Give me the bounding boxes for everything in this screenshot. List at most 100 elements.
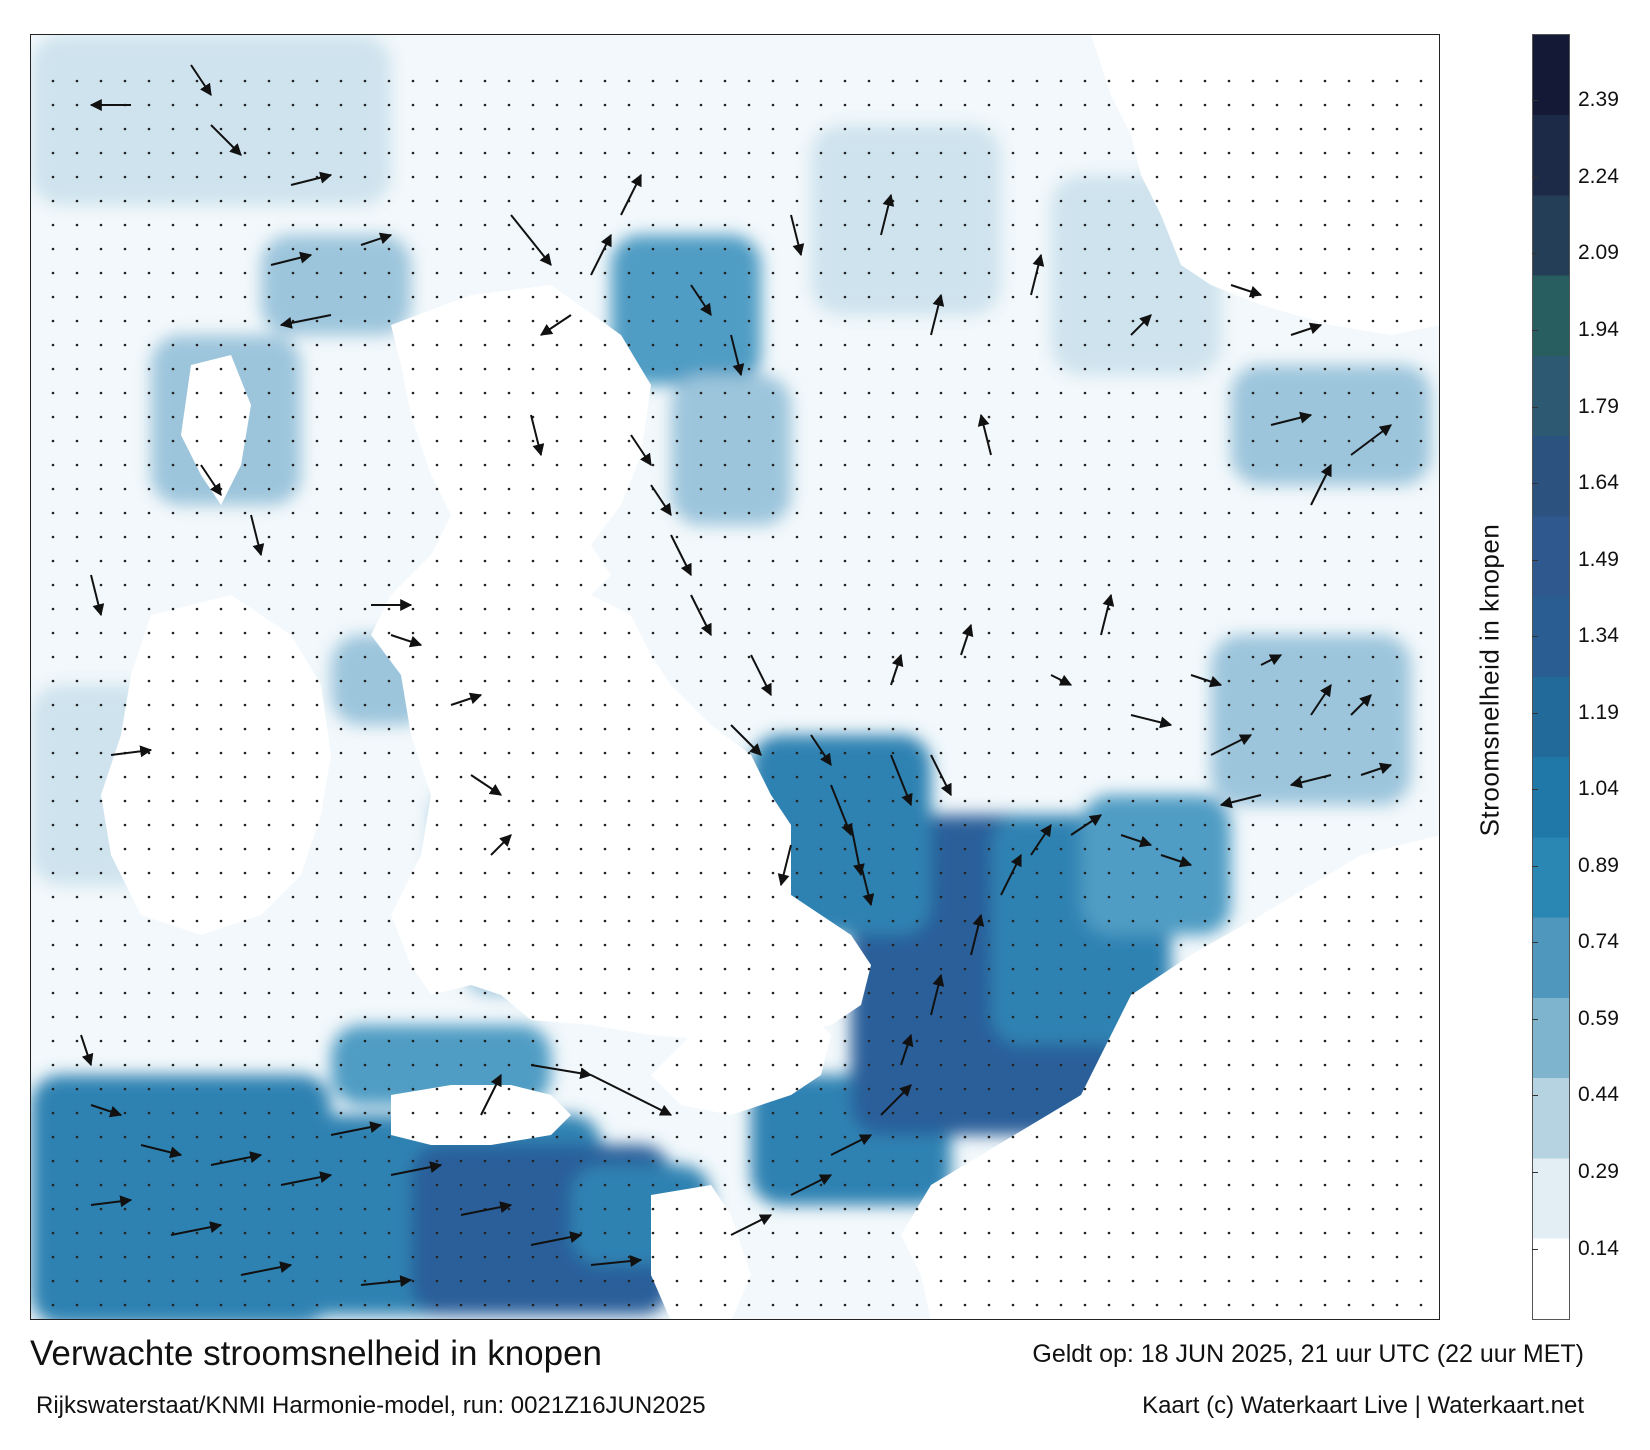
grid-dot [507, 1231, 511, 1235]
grid-dot [531, 1135, 535, 1139]
current-arrow [1219, 794, 1262, 809]
grid-dot [1251, 439, 1255, 443]
grid-dot [1251, 559, 1255, 563]
grid-dot [579, 1015, 583, 1019]
grid-dot [1395, 463, 1399, 467]
grid-dot [675, 655, 679, 659]
grid-dot [387, 1183, 391, 1187]
grid-dot [507, 439, 511, 443]
grid-dot [987, 487, 991, 491]
grid-dot [1227, 1063, 1231, 1067]
grid-dot [363, 679, 367, 683]
grid-dot [507, 1063, 511, 1067]
grid-dot [1323, 655, 1327, 659]
grid-dot [411, 511, 415, 515]
grid-dot [531, 295, 535, 299]
grid-dot [1011, 943, 1015, 947]
grid-dot [75, 703, 79, 707]
grid-dot [795, 1279, 799, 1283]
grid-dot [771, 607, 775, 611]
grid-dot [627, 79, 631, 83]
grid-dot [579, 487, 583, 491]
grid-dot [387, 1111, 391, 1115]
grid-dot [579, 1063, 583, 1067]
grid-dot [315, 79, 319, 83]
grid-dot [579, 415, 583, 419]
grid-dot [795, 583, 799, 587]
grid-dot [483, 391, 487, 395]
grid-dot [507, 79, 511, 83]
grid-dot [1323, 1231, 1327, 1235]
grid-dot [819, 1087, 823, 1091]
grid-dot [267, 1111, 271, 1115]
grid-dot [675, 151, 679, 155]
grid-dot [915, 679, 919, 683]
grid-dot [651, 943, 655, 947]
grid-dot [1323, 559, 1327, 563]
grid-dot [267, 1015, 271, 1019]
grid-dot [555, 511, 559, 515]
current-speed-map[interactable] [30, 34, 1440, 1320]
grid-dot [747, 1063, 751, 1067]
grid-dot [411, 799, 415, 803]
grid-dot [1395, 1231, 1399, 1235]
grid-dot [891, 703, 895, 707]
grid-dot [363, 487, 367, 491]
grid-dot [555, 151, 559, 155]
grid-dot [195, 823, 199, 827]
grid-dot [219, 631, 223, 635]
grid-dot [459, 967, 463, 971]
grid-dot [123, 967, 127, 971]
grid-dot [939, 1159, 943, 1163]
grid-dot [1275, 1063, 1279, 1067]
grid-dot [915, 535, 919, 539]
grid-dot [1371, 655, 1375, 659]
grid-dot [627, 823, 631, 827]
current-arrow [360, 1275, 413, 1288]
grid-dot [435, 1135, 439, 1139]
grid-dot [1203, 943, 1207, 947]
grid-dot [603, 223, 607, 227]
grid-dot [1275, 1135, 1279, 1139]
grid-dot [603, 823, 607, 827]
grid-dot [699, 679, 703, 683]
grid-dot [411, 79, 415, 83]
grid-dot [1347, 655, 1351, 659]
grid-dot [219, 751, 223, 755]
grid-dot [987, 727, 991, 731]
grid-dot [531, 511, 535, 515]
grid-dot [435, 1087, 439, 1091]
grid-dot [843, 655, 847, 659]
grid-dot [51, 703, 55, 707]
grid-dot [243, 1183, 247, 1187]
grid-dot [1371, 1015, 1375, 1019]
grid-dot [435, 223, 439, 227]
grid-dot [51, 799, 55, 803]
grid-dot [459, 871, 463, 875]
grid-dot [243, 703, 247, 707]
grid-dot [315, 1183, 319, 1187]
grid-dot [1083, 319, 1087, 323]
grid-dot [51, 823, 55, 827]
grid-dot [603, 487, 607, 491]
grid-dot [1275, 583, 1279, 587]
grid-dot [1203, 631, 1207, 635]
current-arrow [880, 193, 895, 236]
grid-dot [171, 655, 175, 659]
grid-dot [1011, 1255, 1015, 1259]
grid-dot [675, 319, 679, 323]
grid-dot [387, 1015, 391, 1019]
grid-dot [483, 1087, 487, 1091]
grid-dot [99, 463, 103, 467]
grid-dot [435, 1111, 439, 1115]
grid-dot [219, 535, 223, 539]
grid-dot [243, 175, 247, 179]
grid-dot [219, 1303, 223, 1307]
grid-dot [771, 919, 775, 923]
grid-dot [315, 487, 319, 491]
grid-dot [435, 511, 439, 515]
grid-dot [123, 703, 127, 707]
grid-dot [939, 679, 943, 683]
grid-dot [1323, 583, 1327, 587]
grid-dot [651, 1159, 655, 1163]
